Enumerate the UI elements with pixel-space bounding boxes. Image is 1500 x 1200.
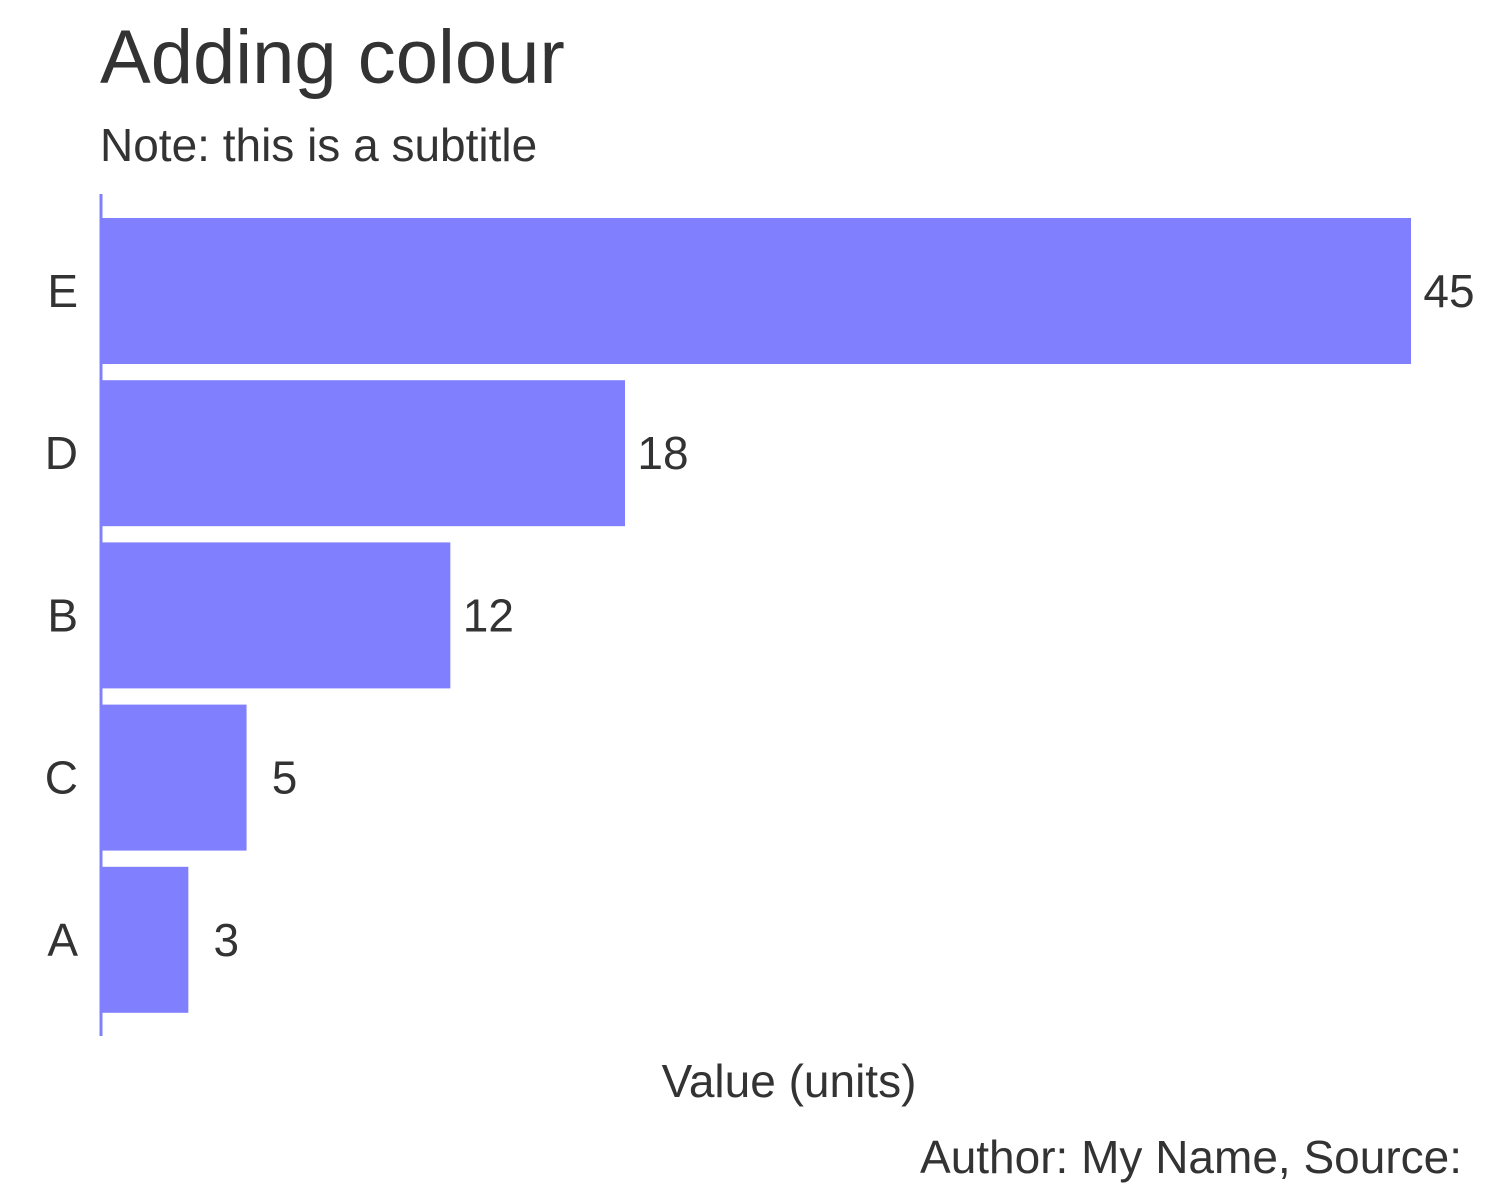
- chart-subtitle: Note: this is a subtitle: [100, 119, 538, 171]
- value-label-B: 12: [463, 589, 514, 641]
- value-labels-layer: 45 18 12 5 3: [214, 265, 1475, 966]
- value-label-E: 45: [1423, 265, 1474, 317]
- y-tick-label-B: B: [47, 589, 78, 641]
- bars-layer: [101, 218, 1411, 1013]
- y-tick-label-A: A: [47, 914, 78, 966]
- bar-A: [101, 866, 189, 1013]
- y-axis-tick-labels: E D B C A: [45, 265, 79, 966]
- y-tick-label-D: D: [45, 427, 78, 479]
- bar-C: [101, 704, 247, 851]
- value-label-D: 18: [637, 427, 688, 479]
- x-axis-title: Value (units): [662, 1055, 917, 1107]
- y-tick-label-C: C: [45, 752, 78, 804]
- bar-D: [101, 380, 625, 527]
- value-label-C: 5: [272, 752, 298, 804]
- y-tick-label-E: E: [47, 265, 78, 317]
- chart-caption: Author: My Name, Source:: [920, 1131, 1462, 1183]
- chart-title: Adding colour: [100, 15, 565, 100]
- bar-B: [101, 542, 451, 689]
- value-label-A: 3: [214, 914, 240, 966]
- bar-E: [101, 218, 1411, 364]
